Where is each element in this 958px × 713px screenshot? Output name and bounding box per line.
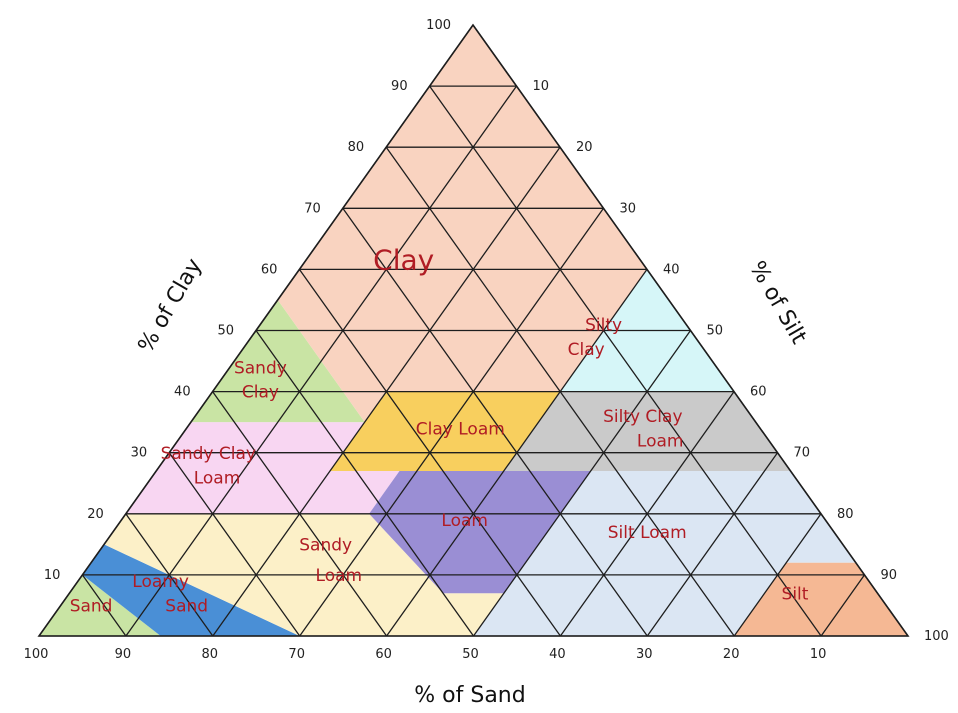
sand-tick-label: 40 xyxy=(549,647,566,662)
silt-tick-label: 60 xyxy=(750,385,767,400)
silt-tick-label: 100 xyxy=(924,629,949,644)
region-label-loamy-sand: Loamy xyxy=(132,572,189,592)
grid-line-silt xyxy=(646,452,779,637)
grid-line-silt xyxy=(820,574,866,637)
clay-tick-label: 70 xyxy=(304,201,321,216)
region-sand xyxy=(39,574,161,636)
grid-line-sand xyxy=(125,513,214,637)
grid-line-sand xyxy=(212,391,388,637)
grid-line-silt xyxy=(125,85,518,637)
region-label-sand: Sand xyxy=(70,597,113,617)
region-label-sandy-clay: Clay xyxy=(242,383,279,403)
silt-tick-label: 90 xyxy=(881,568,898,583)
grid-line-silt xyxy=(299,207,605,637)
triangle-outline xyxy=(37,23,910,637)
sand-tick-label: 90 xyxy=(115,647,132,662)
clay-tick-label: 60 xyxy=(261,262,278,277)
region-loamy-sand xyxy=(82,544,300,636)
silt-tick-label: 50 xyxy=(707,324,724,339)
silt-tick-label: 80 xyxy=(837,507,854,522)
grid-line-sand xyxy=(255,330,475,637)
labels-layer: Clay Silty Clay Sandy Clay Clay Loam Silty Cla… xyxy=(70,243,809,616)
clay-tick-label: 80 xyxy=(348,140,365,155)
silt-tick-label: 70 xyxy=(794,446,811,461)
clay-tick-label: 10 xyxy=(44,568,61,583)
silt-tick-label: 40 xyxy=(663,262,680,277)
sand-tick-label: 60 xyxy=(375,647,392,662)
region-sandy-clay-loam xyxy=(125,422,400,514)
region-silty-clay-loam xyxy=(503,391,791,471)
region-label-silty-clay-loam: Loam xyxy=(637,432,684,452)
region-label-loam: Loam xyxy=(441,511,488,531)
grid-layer xyxy=(37,23,910,637)
silt-tick-label: 20 xyxy=(576,140,593,155)
sand-tick-label: 30 xyxy=(636,647,653,662)
sand-tick-label: 50 xyxy=(462,647,479,662)
sand-tick-label: 10 xyxy=(810,647,827,662)
region-label-sandy-clay-loam: Sandy Clay xyxy=(161,444,256,464)
region-label-sandy-clay-loam: Loam xyxy=(194,468,241,488)
region-label-silty-clay-loam: Silty Clay xyxy=(603,407,682,427)
region-silt-loam xyxy=(473,471,856,636)
grid-line-sand xyxy=(429,85,822,637)
grid-line-sand xyxy=(342,207,648,637)
clay-tick-label: 50 xyxy=(217,324,234,339)
sand-tick-label: 20 xyxy=(723,647,740,662)
clay-tick-label: 30 xyxy=(131,446,148,461)
region-label-loamy-sand: Sand xyxy=(165,597,208,617)
grid-line-silt xyxy=(559,391,735,637)
grid-line-sand xyxy=(81,574,127,637)
sand-axis-title: % of Sand xyxy=(414,683,525,708)
region-label-sandy-loam: Sandy xyxy=(299,536,352,556)
region-label-silty-clay: Clay xyxy=(568,340,605,360)
silt-axis-title: % of Silt xyxy=(744,257,811,349)
clay-tick-label: 90 xyxy=(391,79,408,94)
sand-tick-label: 80 xyxy=(202,647,219,662)
ticks-layer: 10 20 30 40 50 60 70 80 90 100 10 20 30 40 50 60 70 80 90 1… xyxy=(24,18,949,662)
grid-line-silt xyxy=(472,330,692,637)
sand-tick-label: 70 xyxy=(288,647,305,662)
silt-tick-label: 30 xyxy=(620,201,637,216)
region-label-clay-loam: Clay Loam xyxy=(416,419,505,439)
grid-line-sand xyxy=(168,452,301,637)
clay-tick-label: 20 xyxy=(87,507,104,522)
clay-axis-title: % of Clay xyxy=(134,254,208,357)
sand-tick-label: 100 xyxy=(24,647,49,662)
region-label-silt-loam: Silt Loam xyxy=(608,523,687,543)
region-silt xyxy=(734,562,908,636)
region-label-silt: Silt xyxy=(782,584,809,604)
region-clay xyxy=(277,25,647,423)
grid-line-silt xyxy=(733,513,822,637)
silt-tick-label: 10 xyxy=(533,79,550,94)
region-label-sandy-clay: Sandy xyxy=(234,358,287,378)
region-label-silty-clay: Silty xyxy=(585,316,622,336)
clay-tick-label: 40 xyxy=(174,385,191,400)
clay-tick-label: 100 xyxy=(426,18,451,33)
region-loam xyxy=(369,471,591,594)
region-label-sandy-loam: Loam xyxy=(316,566,363,586)
region-label-clay: Clay xyxy=(373,243,434,276)
